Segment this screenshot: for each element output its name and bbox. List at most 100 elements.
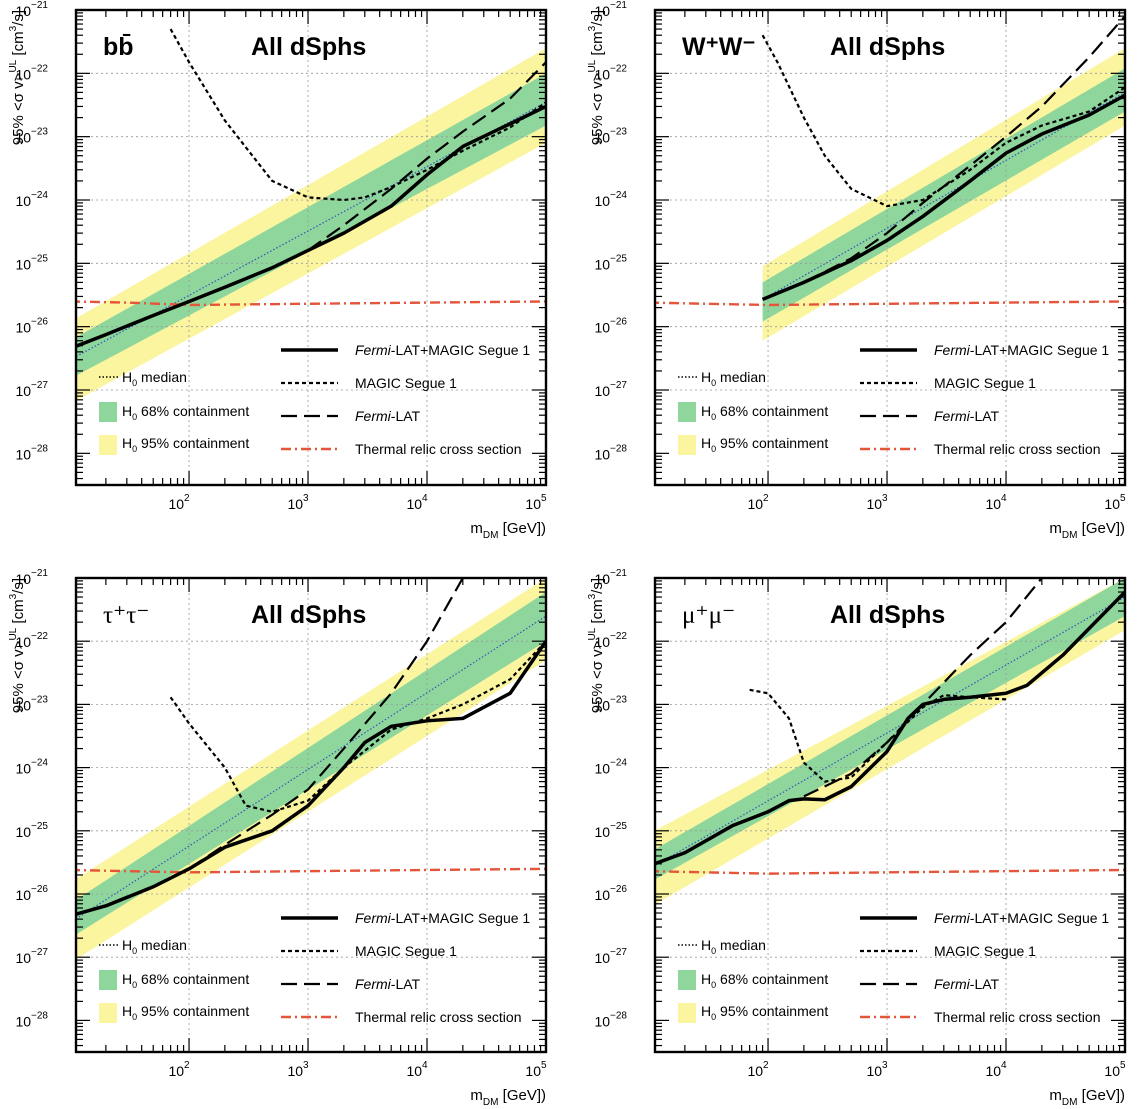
legend-95: H0 95% containment: [122, 1003, 249, 1022]
panel-mumu: 102 103 104 105 10−21 10−22 10−23 10−24 10−25 10−…: [587, 568, 1127, 1108]
series-dashdot: [76, 300, 546, 307]
legend-magic: MAGIC Segue 1: [355, 375, 457, 391]
legend-magic: MAGIC Segue 1: [934, 943, 1036, 959]
channel-label: bb̄: [103, 32, 134, 61]
h0-median-line: [76, 101, 546, 358]
legend-fermi: Fermi-LAT: [355, 408, 421, 424]
series-solid: [655, 590, 1125, 866]
x-tick-label: 104: [985, 1060, 1007, 1079]
panel-bb: 102 103 104 105 10−21 10−22 10−23 10−24 10−25 10−…: [8, 0, 548, 541]
y-tick-label: 10−22: [15, 63, 48, 82]
legend-95: H0 95% containment: [701, 1003, 828, 1022]
legend-68: H0 68% containment: [122, 971, 249, 990]
y-axis-label: 95% <σ v>UL [cm3/s]: [587, 10, 606, 145]
y-tick-label: 10−26: [15, 884, 48, 903]
legend-95-swatch: [99, 435, 117, 455]
y-tick-label: 10−23: [15, 694, 48, 713]
y-tick-label: 10−25: [15, 253, 48, 272]
y-tick-label: 10−27: [15, 947, 48, 966]
h0-68-band: [762, 68, 1125, 322]
legend-68-swatch: [99, 970, 117, 990]
legend-thermal: Thermal relic cross section: [355, 1009, 522, 1025]
series-dashdot: [76, 867, 546, 874]
y-tick-label: 10−21: [594, 568, 627, 587]
legend-median: H0 median: [701, 369, 766, 388]
x-tick-label: 102: [747, 1060, 769, 1079]
panel-WW: 102 103 104 105 10−21 10−22 10−23 10−24 10−25 10−…: [587, 0, 1127, 541]
x-tick-label: 105: [1104, 1060, 1126, 1079]
plot-frame: [74, 576, 548, 1054]
x-tick-label: 105: [1104, 493, 1126, 512]
x-tick-label: 102: [168, 1060, 190, 1079]
legend-68-swatch: [99, 402, 117, 422]
legend-median: H0 median: [701, 937, 766, 956]
series-dotted: [169, 640, 546, 813]
series-solid: [76, 640, 546, 917]
y-tick-label: 10−25: [594, 253, 627, 272]
legend-thermal: Thermal relic cross section: [934, 1009, 1101, 1025]
y-tick-label: 10−26: [594, 884, 627, 903]
legend-median: H0 median: [122, 937, 187, 956]
y-tick-label: 10−24: [594, 190, 627, 209]
panel-title: All dSphs: [251, 601, 366, 629]
plot-frame: [653, 8, 1127, 487]
panel-title: All dSphs: [830, 33, 945, 61]
x-tick-label: 103: [866, 493, 888, 512]
y-tick-label: 10−23: [594, 127, 627, 146]
legend-combined: Fermi-LAT+MAGIC Segue 1: [355, 342, 530, 358]
y-tick-label: 10−24: [15, 190, 48, 209]
panel-tautau: 102 103 104 105 10−21 10−22 10−23 10−24 10−25 10−…: [8, 568, 548, 1108]
y-tick-label: 10−28: [15, 443, 48, 462]
legend-fermi: Fermi-LAT: [355, 976, 421, 992]
y-tick-label: 10−28: [594, 443, 627, 462]
x-tick-label: 102: [168, 493, 190, 512]
legend-combined: Fermi-LAT+MAGIC Segue 1: [934, 910, 1109, 926]
series-dashed: [188, 578, 464, 870]
legend-thermal: Thermal relic cross section: [934, 441, 1101, 457]
x-tick-label: 104: [406, 1060, 428, 1079]
x-tick-label: 105: [525, 493, 547, 512]
legend-95: H0 95% containment: [122, 435, 249, 454]
x-axis-label: mDM [GeV]): [1049, 1087, 1125, 1108]
legend-68: H0 68% containment: [701, 971, 828, 990]
y-tick-label: 10−28: [15, 1010, 48, 1029]
series-dashdot: [655, 868, 1125, 875]
y-axis-label: 95% <σ v>UL [cm3/s]: [587, 578, 606, 713]
legend-68: H0 68% containment: [701, 403, 828, 422]
legend-68-swatch: [678, 402, 696, 422]
y-tick-label: 10−21: [594, 0, 627, 19]
legend-95: H0 95% containment: [701, 435, 828, 454]
y-tick-label: 10−24: [15, 758, 48, 777]
legend-68: H0 68% containment: [122, 403, 249, 422]
y-tick-label: 10−25: [15, 821, 48, 840]
channel-label: W⁺W⁻: [682, 33, 756, 61]
h0-median-line: [655, 596, 1125, 867]
legend-median: H0 median: [122, 369, 187, 388]
legend-magic: MAGIC Segue 1: [934, 375, 1036, 391]
y-tick-label: 10−25: [594, 821, 627, 840]
h0-median-line: [762, 91, 1125, 300]
y-tick-label: 10−22: [594, 63, 627, 82]
y-axis-label: 95% <σ v>UL [cm3/s]: [8, 10, 27, 145]
series-solid: [76, 104, 546, 349]
x-tick-label: 104: [985, 493, 1007, 512]
x-tick-label: 105: [525, 1060, 547, 1079]
y-tick-label: 10−21: [15, 0, 48, 19]
legend-95-swatch: [678, 1003, 696, 1023]
x-tick-label: 102: [747, 493, 769, 512]
y-tick-label: 10−27: [594, 380, 627, 399]
y-tick-label: 10−26: [594, 317, 627, 336]
plot-frame: [653, 576, 1127, 1054]
series-dotted: [169, 28, 546, 202]
y-tick-label: 10−27: [15, 380, 48, 399]
y-tick-label: 10−24: [594, 758, 627, 777]
channel-label: μ⁺μ⁻: [682, 602, 735, 629]
y-tick-label: 10−22: [15, 631, 48, 650]
y-tick-label: 10−27: [594, 947, 627, 966]
panel-title: All dSphs: [830, 601, 945, 629]
x-tick-label: 104: [406, 493, 428, 512]
x-axis-label: mDM [GeV]): [1049, 520, 1125, 541]
legend-magic: MAGIC Segue 1: [355, 943, 457, 959]
h0-68-band: [655, 578, 1125, 880]
x-axis-label: mDM [GeV]): [470, 520, 546, 541]
